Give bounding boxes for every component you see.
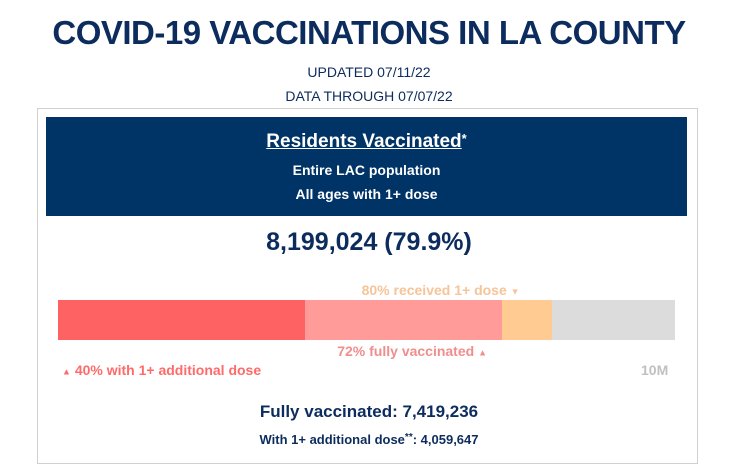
- triangle-up-icon: ▲: [62, 366, 71, 377]
- residents-header: Residents Vaccinated* Entire LAC populat…: [46, 117, 687, 216]
- bar-additional-dose-segment: [58, 300, 305, 340]
- additional-dose-count: With 1+ additional dose**: 4,059,647: [0, 432, 738, 447]
- header-population: Entire LAC population: [292, 162, 441, 178]
- fully-vaccinated-count: Fully vaccinated: 7,419,236: [259, 402, 479, 421]
- additional-dose-stars: **: [404, 432, 413, 443]
- updated-date: UPDATED 07/11/22: [307, 64, 431, 80]
- header-title-link[interactable]: Residents Vaccinated: [266, 131, 462, 152]
- one-dose-label: 80% received 1+ dose ▼: [362, 282, 520, 298]
- header-title: Residents Vaccinated*: [46, 131, 687, 153]
- fully-vaccinated-label: 72% fully vaccinated ▲: [337, 343, 487, 359]
- scale-max-label: 10M: [641, 362, 669, 378]
- header-dose-criteria: All ages with 1+ dose: [295, 186, 438, 202]
- additional-dose-label-text: 40% with 1+ additional dose: [74, 362, 262, 378]
- one-dose-label-text: 80% received 1+ dose: [361, 282, 507, 298]
- additional-dose-value: : 4,059,647: [412, 432, 479, 447]
- triangle-down-icon: ▼: [510, 286, 520, 297]
- triangle-up-icon: ▲: [478, 347, 487, 358]
- page-title: COVID-19 VACCINATIONS IN LA COUNTY: [52, 14, 686, 51]
- data-through-date: DATA THROUGH 07/07/22: [285, 88, 453, 104]
- additional-dose-prefix: With 1+ additional dose: [259, 432, 405, 447]
- total-vaccinated: 8,199,024 (79.9%): [266, 228, 472, 256]
- fully-vaccinated-label-text: 72% fully vaccinated: [337, 343, 475, 359]
- header-asterisk: *: [461, 131, 467, 146]
- additional-dose-label: ▲ 40% with 1+ additional dose: [62, 362, 261, 378]
